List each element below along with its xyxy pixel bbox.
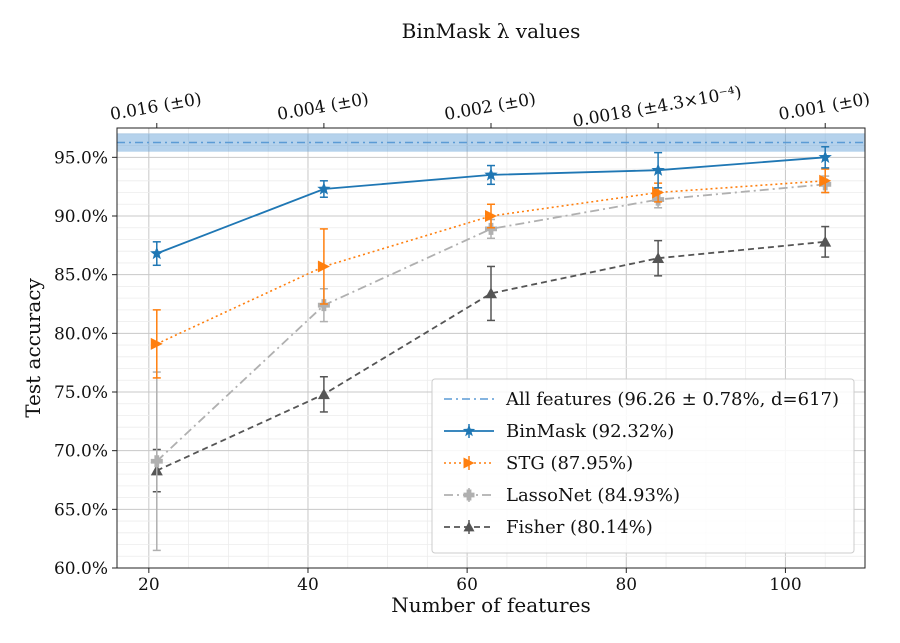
x-tick-label: 100 bbox=[769, 575, 801, 595]
data-point bbox=[485, 222, 497, 235]
data-point bbox=[818, 150, 832, 163]
data-point bbox=[317, 260, 330, 273]
legend: All features (96.26 ± 0.78%, d=617) BinMa… bbox=[431, 378, 855, 554]
y-tick-label: 80.0% bbox=[54, 324, 108, 344]
y-tick-label: 65.0% bbox=[54, 500, 108, 520]
legend-marker bbox=[462, 424, 476, 437]
y-tick-label: 90.0% bbox=[54, 207, 108, 227]
top-tick-label: 0.004 (±0) bbox=[276, 89, 370, 125]
legend-label: All features (96.26 ± 0.78%, d=617) bbox=[505, 389, 839, 410]
y-tick-label: 85.0% bbox=[54, 266, 108, 286]
legend-label: BinMask (92.32%) bbox=[506, 421, 674, 442]
data-point bbox=[317, 388, 330, 400]
y-axis-title: Test accuracy bbox=[21, 278, 45, 418]
x-tick-label: 20 bbox=[138, 575, 160, 595]
data-point bbox=[819, 174, 832, 187]
legend-label: LassoNet (84.93%) bbox=[506, 485, 680, 506]
data-point bbox=[485, 210, 497, 222]
data-point bbox=[484, 167, 498, 181]
data-point bbox=[317, 299, 330, 312]
series-line bbox=[156, 240, 826, 472]
data-point bbox=[652, 186, 665, 199]
legend-entry-binmask: BinMask (92.32%) bbox=[444, 421, 674, 442]
legend-marker bbox=[463, 521, 475, 532]
legend-label: STG (87.95%) bbox=[506, 453, 633, 474]
legend-entry-stg: STG (87.95%) bbox=[444, 453, 633, 474]
data-point bbox=[651, 163, 665, 176]
data-point bbox=[317, 182, 331, 195]
x-tick-label: 80 bbox=[615, 575, 637, 595]
data-point bbox=[819, 235, 832, 247]
top-axis-title: BinMask λ values bbox=[402, 19, 581, 43]
legend-marker bbox=[463, 489, 475, 501]
series-binmask bbox=[150, 146, 832, 267]
data-point bbox=[150, 337, 163, 350]
series-stg bbox=[150, 168, 832, 379]
legend-box bbox=[431, 378, 855, 554]
legend-entry-all-features: All features (96.26 ± 0.78%, d=617) bbox=[444, 389, 839, 410]
top-tick-label: 0.0018 (±4.3×10⁻⁴) bbox=[571, 82, 743, 131]
y-tick-label: 75.0% bbox=[54, 383, 108, 403]
x-tick-label: 40 bbox=[297, 575, 319, 595]
legend-label: Fisher (80.14%) bbox=[506, 517, 653, 538]
top-tick-label: 0.002 (±0) bbox=[443, 89, 537, 125]
x-tick-label: 60 bbox=[456, 575, 478, 595]
top-tick-label: 0.016 (±0) bbox=[109, 89, 203, 125]
legend-entry-fisher: Fisher (80.14%) bbox=[444, 517, 653, 538]
legend-marker bbox=[463, 457, 475, 469]
legend-entry-lassonet: LassoNet (84.93%) bbox=[444, 485, 680, 506]
y-tick-label: 60.0% bbox=[54, 559, 108, 579]
data-point bbox=[485, 287, 497, 299]
y-tick-label: 70.0% bbox=[54, 442, 108, 462]
x-axis-title: Number of features bbox=[391, 593, 590, 617]
top-tick-label: 0.001 (±0) bbox=[777, 89, 871, 125]
data-point bbox=[150, 455, 163, 468]
data-point bbox=[150, 246, 164, 260]
data-point bbox=[652, 252, 665, 264]
y-tick-label: 95.0% bbox=[54, 148, 108, 168]
